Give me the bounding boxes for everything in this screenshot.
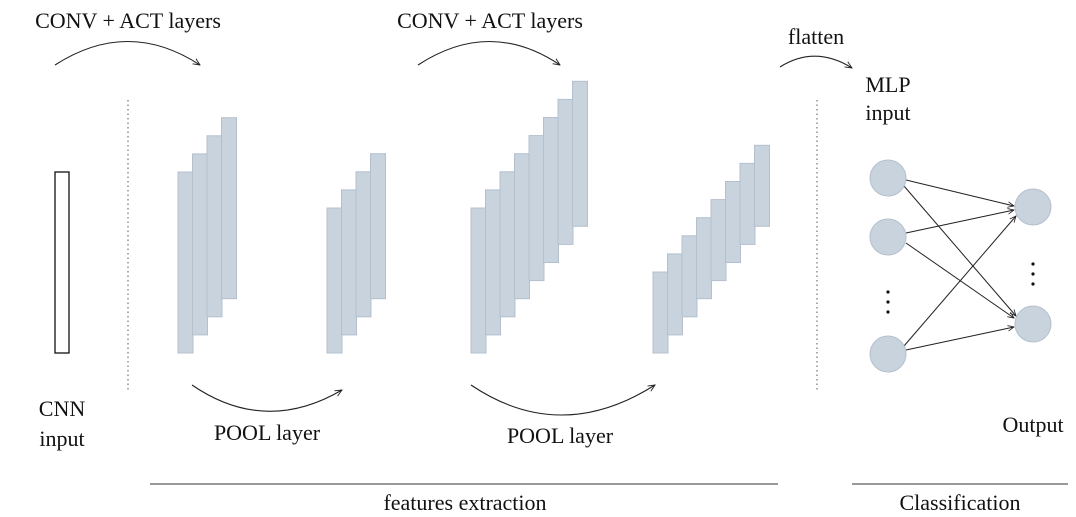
feature-map [470,207,487,354]
feature-map [370,153,386,300]
feature-map [485,189,501,336]
arc-arrow [417,41,560,66]
label: MLP [865,72,910,97]
feature-map [355,171,372,318]
label: input [39,426,84,451]
label: POOL layer [214,420,321,445]
feature-map [341,189,357,336]
feature-map [221,117,237,300]
label: POOL layer [507,423,614,448]
feature-map [192,153,208,336]
feature-map [754,144,770,227]
feature-map [206,135,223,318]
feature-map [177,171,194,354]
label: CNN [39,396,86,421]
label: input [865,100,910,125]
connections [903,179,1016,351]
feature-map [652,271,669,354]
arc-arrow [779,55,852,68]
label: Output [1002,412,1063,437]
feature-maps [177,80,770,354]
feature-map [725,181,741,263]
arc-arrow [470,385,655,416]
feature-map [667,253,683,336]
cnn-input-box [54,171,70,354]
feature-map [557,98,574,245]
feature-map [710,199,727,282]
feature-map [499,171,516,318]
feature-map [696,217,712,300]
label: CONV + ACT layers [35,8,221,33]
label: CONV + ACT layers [397,8,583,33]
neurons [869,159,1052,373]
feature-map [543,117,559,263]
arc-arrow [54,41,200,66]
feature-map [739,162,756,245]
label: Classification [900,490,1021,515]
feature-map [326,207,343,354]
arc-arrow [191,384,342,412]
feature-map [514,153,530,300]
label: flatten [788,24,844,49]
feature-map [528,135,545,282]
label: features extraction [383,490,546,515]
feature-map [572,80,588,227]
feature-map [681,235,698,318]
